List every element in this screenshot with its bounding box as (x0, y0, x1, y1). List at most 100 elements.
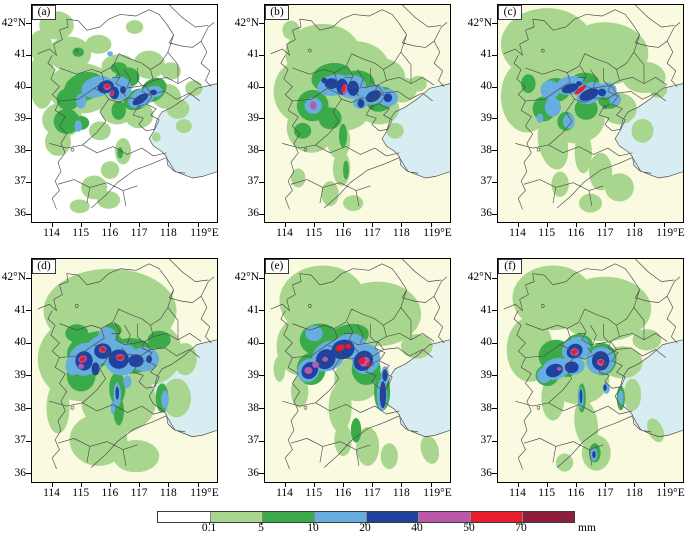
precip-blob (592, 450, 596, 459)
colorbar: 0.1 5 10 20 40 50 70 mm (0, 503, 700, 533)
y-axis-tick (26, 86, 31, 88)
x-axis-tick (284, 223, 286, 227)
precip-blob (75, 93, 87, 109)
y-axis-tick (26, 54, 31, 56)
y-axis-tick (492, 86, 497, 88)
precip-blob (69, 199, 90, 214)
precip-blob (88, 121, 111, 141)
x-axis-tick (634, 483, 636, 487)
x-tick-label: 117 (130, 227, 148, 239)
colorbar-segment (158, 512, 210, 522)
precip-blob (540, 80, 560, 100)
y-tick-label: 39 (247, 368, 260, 381)
province-boundaries (503, 259, 683, 470)
city-marker (137, 362, 141, 366)
x-tick-label: 115 (305, 227, 323, 239)
x-tick-label: 118 (159, 487, 177, 499)
precip-blob (107, 51, 113, 57)
colorbar-tick (469, 522, 470, 525)
y-axis-tick (259, 54, 264, 56)
panel-f: 42°N 41 40 39 38 37 36 114 115 116 117 118 119°E (f) (466, 247, 699, 503)
x-axis-tick (109, 483, 111, 487)
x-axis-tick (575, 483, 577, 487)
precip-blob (161, 390, 169, 409)
city-marker (75, 303, 79, 308)
precip-blob (81, 175, 108, 200)
x-tick-label: 118 (625, 227, 643, 239)
map-canvas (31, 258, 218, 483)
x-tick-label: 118 (625, 487, 643, 499)
y-tick-label: 40 (14, 80, 27, 92)
x-axis-tick (313, 223, 315, 227)
panel-d: 42°N 41 40 39 38 37 36 114 115 116 117 118 119°E (d) (0, 247, 233, 503)
sea-area (382, 339, 450, 437)
y-tick-label: 36 (480, 466, 493, 479)
precip-blob (576, 81, 582, 87)
x-tick-label: 115 (538, 487, 556, 499)
y-axis-tick (26, 375, 31, 377)
colorbar-segment (314, 512, 366, 522)
y-tick-label: 41 (480, 48, 493, 61)
precip-blob (291, 168, 306, 188)
y-axis-tick (492, 150, 497, 151)
precip-blob (623, 378, 642, 411)
y-axis-tick (259, 342, 264, 344)
colorbar-tick-label: 20 (359, 522, 371, 533)
x-axis-tick (168, 483, 170, 487)
precip-blob (173, 343, 197, 376)
precip-blob (400, 333, 433, 359)
colorbar-segment (470, 512, 522, 522)
y-axis-tick (492, 118, 497, 120)
y-tick-label: 37 (14, 434, 27, 447)
city-marker (303, 147, 308, 152)
x-axis-tick (284, 483, 286, 487)
y-axis-tick (492, 310, 497, 312)
precip-blob (47, 36, 92, 72)
y-tick-label: 39 (480, 111, 493, 124)
y-tick-label: 42°N (1, 271, 26, 284)
colorbar-tick-label: 0.1 (201, 522, 217, 533)
precip-blob (151, 132, 161, 142)
colorbar-tick (417, 522, 418, 525)
precip-blob (110, 90, 114, 96)
y-axis-tick (26, 408, 31, 409)
precip-blob (125, 20, 144, 34)
panel-b: 42°N 41 40 39 38 37 36 114 115 116 117 118 119°E (b) (233, 0, 466, 247)
precip-blob (343, 160, 349, 180)
y-tick-label: 38 (14, 401, 27, 414)
colorbar-segment (366, 512, 418, 522)
x-tick-label: 118 (159, 227, 177, 239)
precip-blob (632, 329, 662, 351)
y-axis-tick (26, 310, 31, 312)
y-axis-tick (492, 375, 497, 377)
city-marker (370, 362, 374, 366)
y-axis-tick (492, 440, 497, 442)
x-tick-label: 116 (101, 227, 119, 239)
province-boundaries (37, 259, 217, 470)
sea-area (615, 339, 683, 437)
y-tick-label: 42°N (467, 271, 492, 284)
x-axis-tick (168, 223, 170, 227)
y-tick-label: 39 (14, 368, 27, 381)
sea-area (382, 83, 450, 178)
precip-blob (175, 119, 192, 133)
precip-blob (598, 359, 604, 364)
precip-blob (409, 75, 427, 92)
x-tick-label: 119°E (423, 227, 452, 239)
x-axis-tick (575, 223, 577, 227)
precip-blob (69, 414, 128, 466)
precip-blob (310, 101, 317, 110)
precip-blob (53, 108, 80, 134)
precip-blob (579, 389, 583, 404)
x-tick-label: 117 (363, 227, 381, 239)
x-axis-tick (342, 223, 344, 227)
x-tick-label: 114 (276, 227, 293, 239)
precip-blob (79, 356, 86, 362)
colorbar-tick (521, 522, 522, 525)
y-tick-label: 38 (247, 143, 260, 156)
y-axis-tick (26, 150, 31, 151)
y-tick-label: 36 (247, 466, 260, 479)
precip-blob (305, 325, 323, 342)
city-marker (70, 405, 75, 410)
